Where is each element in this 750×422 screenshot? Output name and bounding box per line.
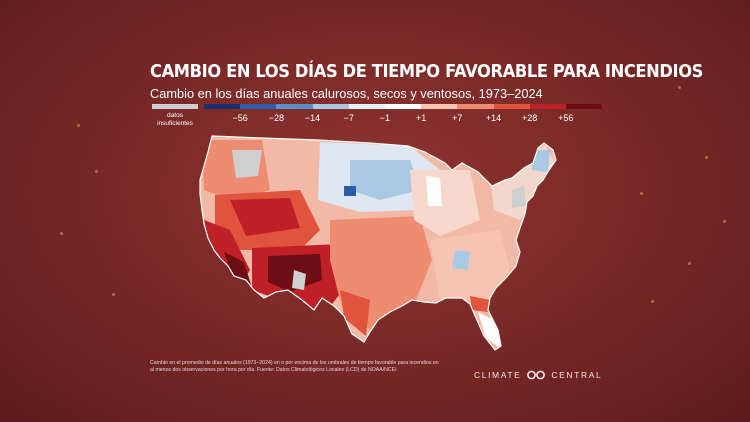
legend-swatch	[240, 104, 277, 109]
legend-tick-label: −56	[232, 113, 248, 123]
legend-swatch	[384, 104, 422, 109]
infinity-loop-icon	[527, 370, 546, 380]
legend-tick-label: −14	[304, 113, 321, 123]
legend-swatch	[348, 104, 385, 109]
legend-no-data-swatch	[152, 104, 198, 109]
legend-swatch	[529, 104, 566, 109]
legend-swatch	[565, 104, 603, 109]
climate-central-logo: CLIMATE CENTRAL	[474, 370, 602, 380]
map-subtitle: Cambio en los días anuales calurosos, se…	[150, 86, 543, 101]
legend-tick-label: +1	[415, 113, 427, 123]
legend-swatch	[312, 104, 349, 109]
legend-tick-label: +14	[485, 113, 502, 123]
legend-tick-label: +7	[452, 113, 463, 123]
legend: datos insuficientes −56 −28 −14 −7 −1 +1 +7 +14…	[152, 104, 603, 134]
legend-tick-label: +28	[521, 113, 538, 123]
legend-tick-label: −28	[268, 113, 284, 123]
logo-word-right: CENTRAL	[551, 370, 603, 380]
legend-color-ramp	[204, 104, 603, 109]
legend-swatch	[421, 104, 458, 109]
legend-tick-label: −7	[343, 113, 354, 123]
legend-swatch	[493, 104, 530, 109]
legend-no-data-label: datos insuficientes	[157, 112, 193, 127]
legend-swatch	[457, 104, 494, 109]
legend-tick-label: +56	[558, 113, 574, 123]
legend-swatch	[276, 104, 313, 109]
legend-tick-label: −1	[379, 113, 391, 123]
logo-word-left: CLIMATE	[474, 370, 522, 380]
footnote: Cambio en el promedio de días anuales (1…	[150, 360, 439, 373]
legend-swatch	[204, 104, 241, 109]
map-title: CAMBIO EN LOS DÍAS DE TIEMPO FAVORABLE P…	[150, 62, 704, 82]
